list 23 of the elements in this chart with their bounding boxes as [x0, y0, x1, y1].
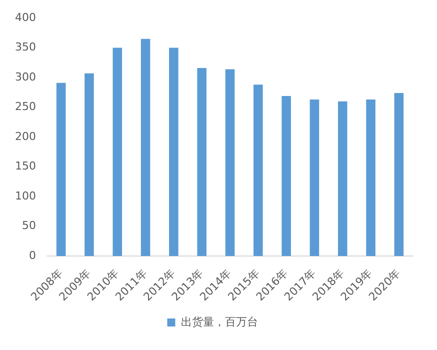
- y-tick-label: 300: [14, 70, 36, 84]
- y-tick-label: 350: [14, 40, 36, 54]
- bar: [254, 84, 263, 256]
- y-tick-label: 400: [14, 10, 36, 24]
- bar: [169, 48, 178, 256]
- y-tick-label: 0: [28, 248, 36, 262]
- bar: [282, 96, 291, 256]
- bar: [366, 100, 376, 256]
- bar: [112, 48, 122, 256]
- bar: [84, 73, 94, 256]
- bar: [197, 68, 206, 256]
- y-tick-label: 50: [22, 219, 36, 232]
- bar: [310, 100, 320, 256]
- bar: [225, 69, 235, 256]
- y-tick-label: 150: [14, 160, 36, 173]
- bar: [394, 93, 404, 256]
- bar: [56, 82, 66, 256]
- bar: [338, 101, 348, 256]
- bar: [140, 38, 150, 256]
- y-tick-label: 100: [14, 189, 36, 202]
- legend-label: 出货量，百万台: [180, 315, 258, 328]
- y-tick-label: 250: [14, 100, 36, 114]
- y-tick-label: 200: [14, 130, 36, 143]
